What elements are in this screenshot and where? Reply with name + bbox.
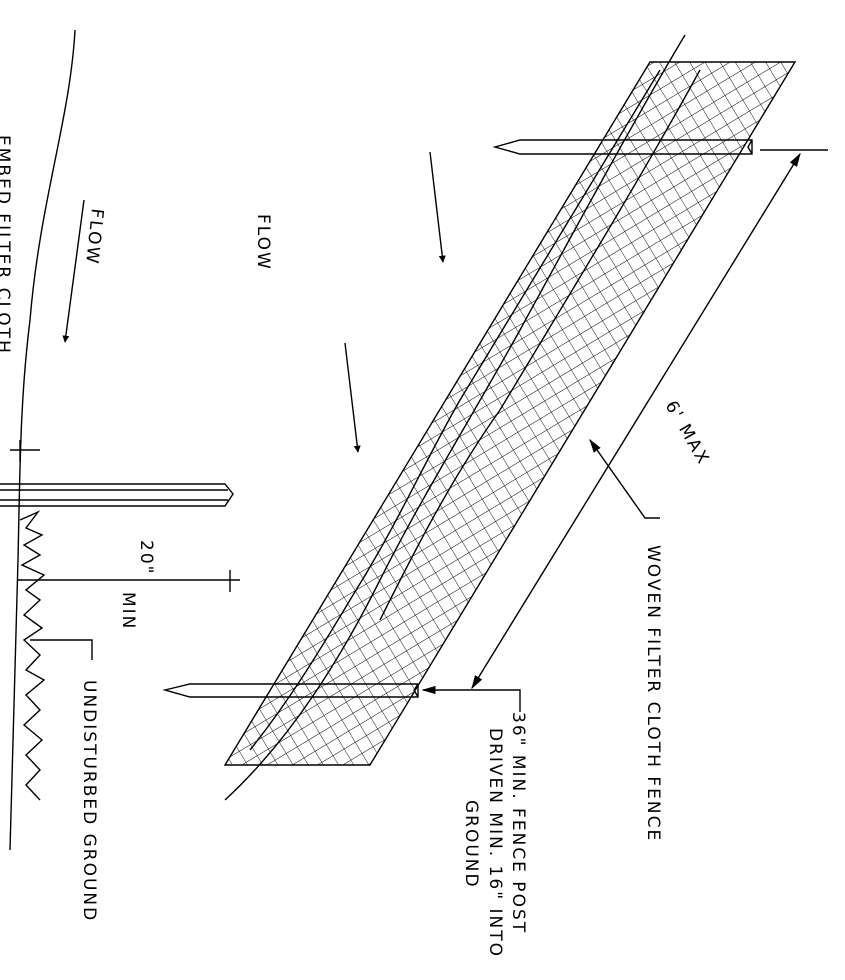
embed-label: EMBED FILTER CLOTH <box>0 135 13 355</box>
leader <box>423 690 520 712</box>
post-label: DRIVEN MIN. 16" INTO <box>485 728 505 958</box>
flow-arrow <box>430 152 443 262</box>
dimension-label: 20" <box>136 540 156 575</box>
drawing: FLOW FLOW EMBED FILTER CLOTH 6' MAX 20" … <box>0 0 845 980</box>
flow-arrow <box>345 343 358 452</box>
grass <box>20 512 44 800</box>
flow-arrow <box>65 200 84 342</box>
filter-fabric <box>225 62 795 765</box>
post-label: 36" MIN. FENCE POST <box>508 712 528 934</box>
dimension-label: 6' MAX <box>661 398 714 469</box>
fence-post-section <box>0 484 233 506</box>
flow-label: FLOW <box>81 207 107 266</box>
leader <box>30 640 92 660</box>
dimension-label: MIN <box>118 592 138 630</box>
ground-label: UNDISTURBED GROUND <box>79 680 99 922</box>
woven-label: WOVEN FILTER CLOTH FENCE <box>643 545 663 842</box>
flow-label: FLOW <box>253 214 273 271</box>
post-label: GROUND <box>461 800 481 889</box>
